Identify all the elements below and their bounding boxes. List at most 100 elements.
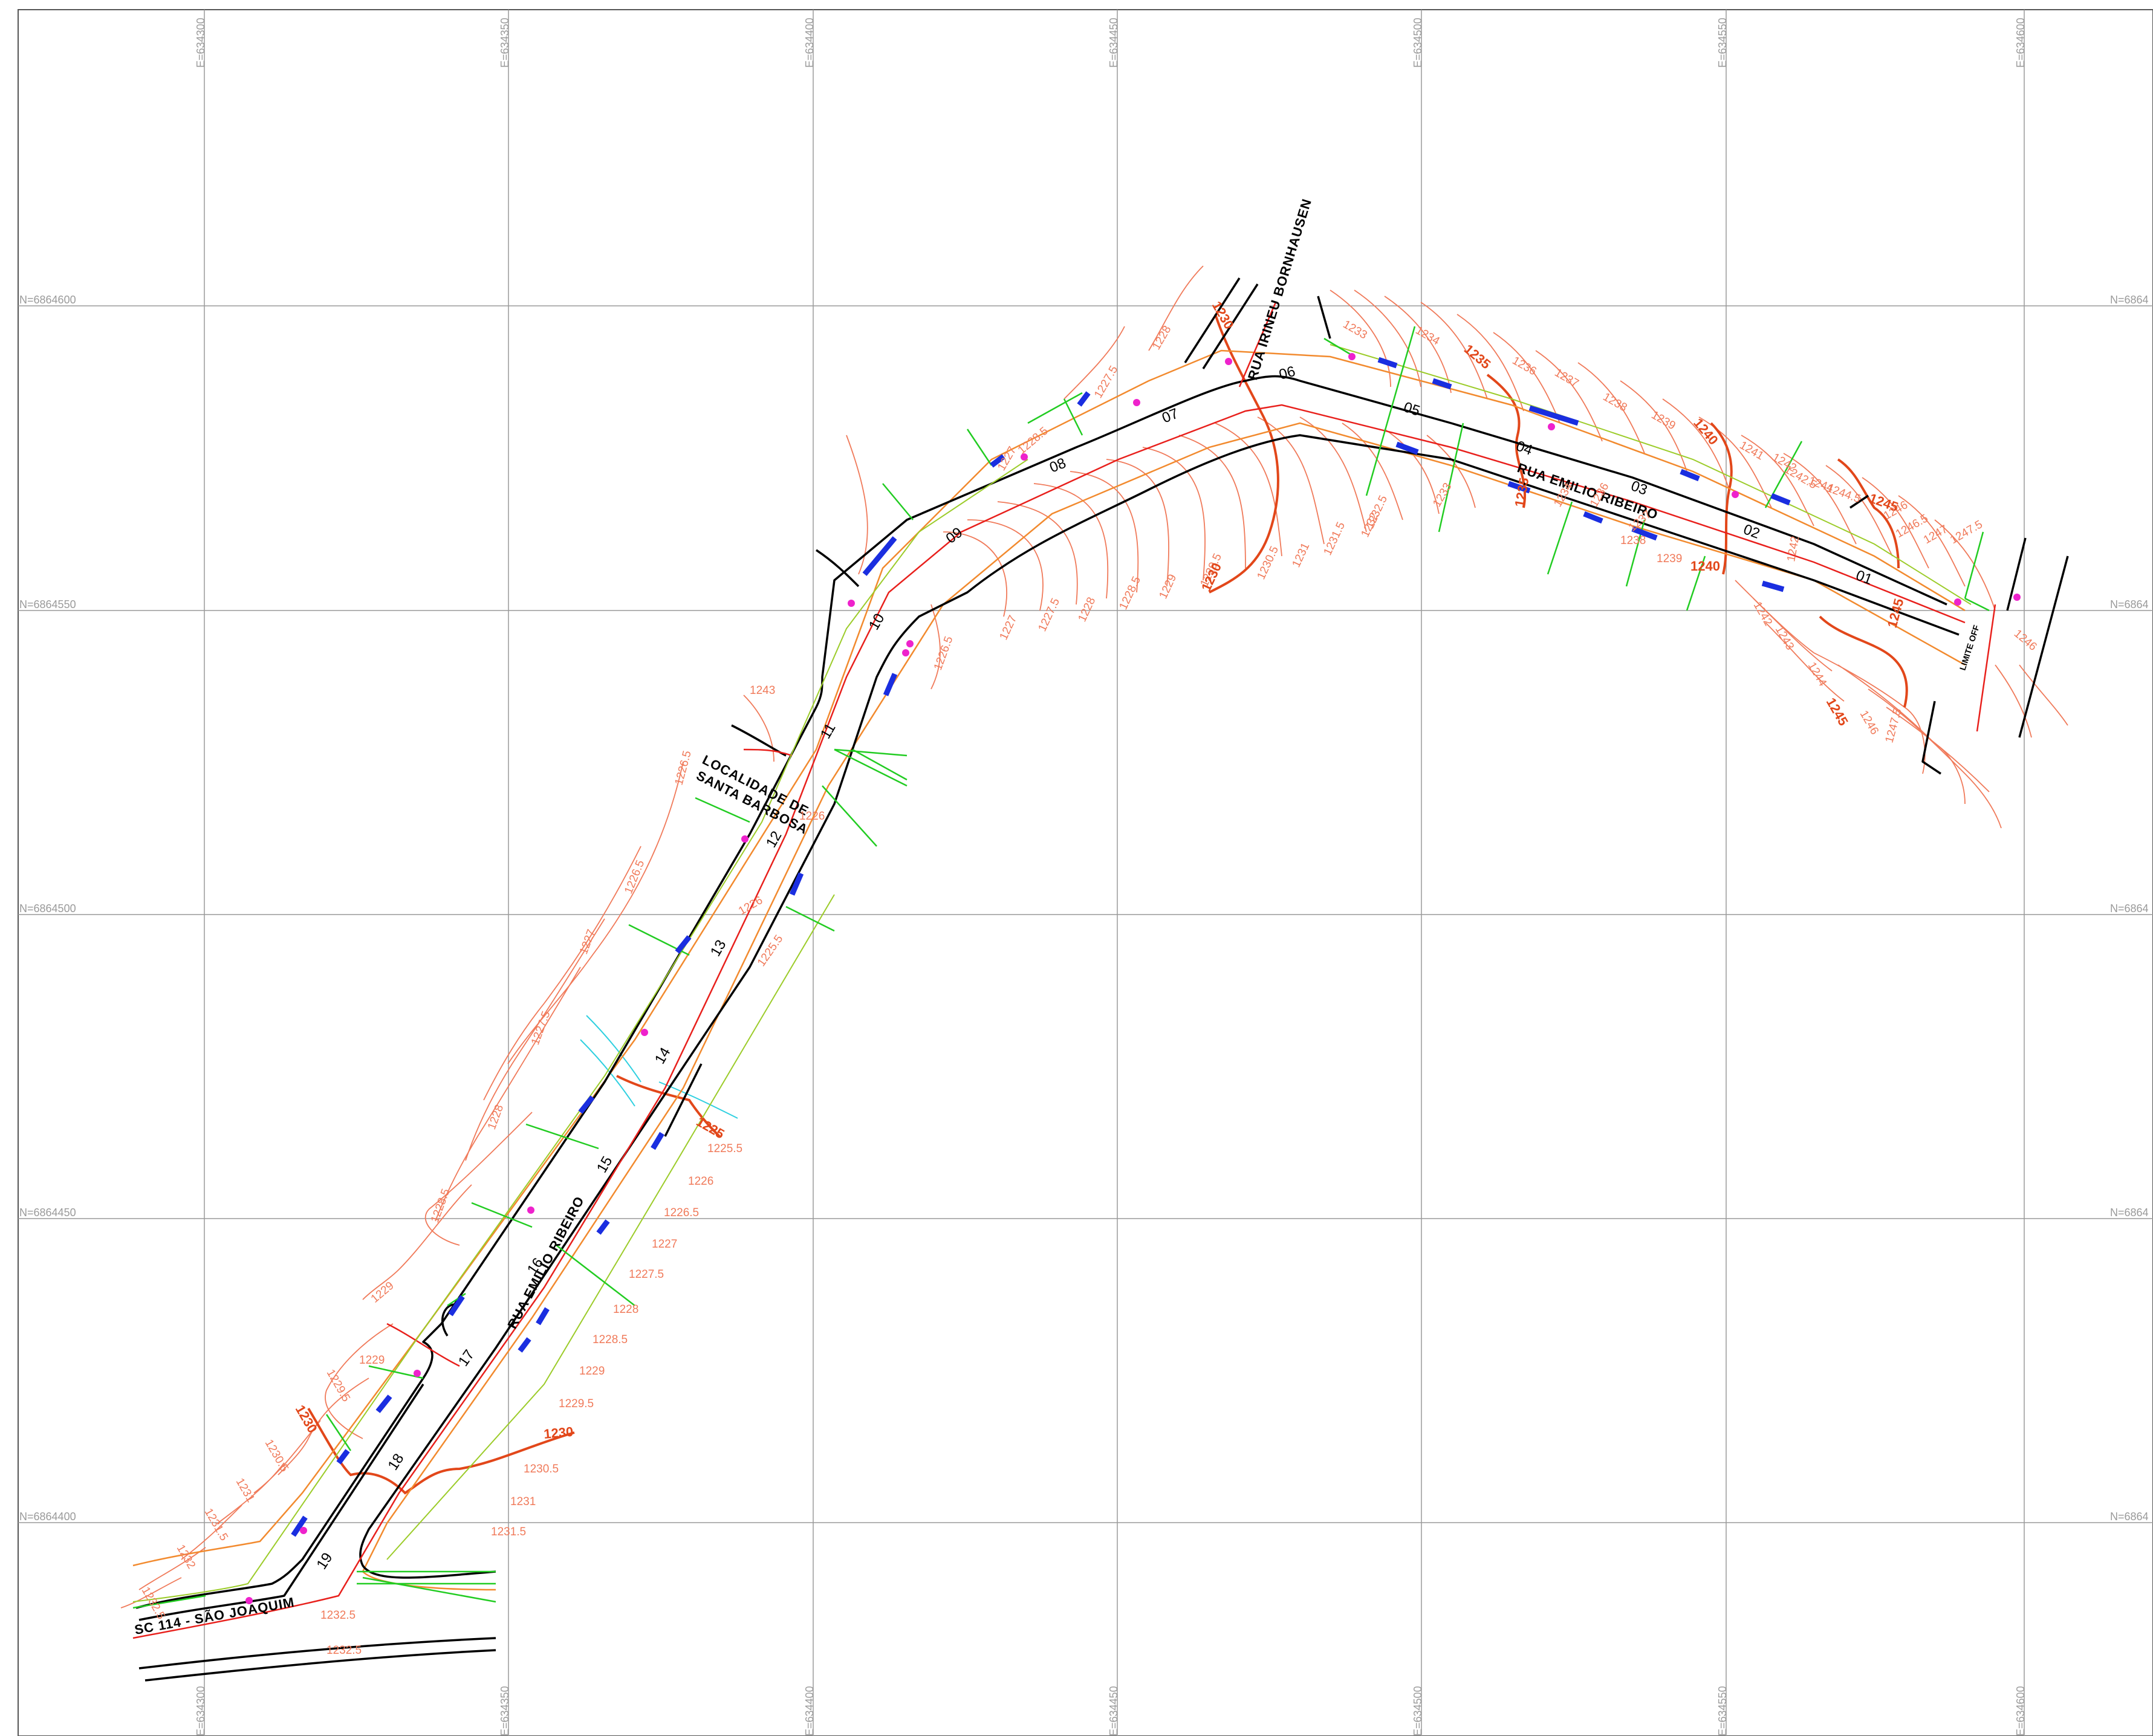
northing-label: N=6864600 [19,294,76,306]
contour-label: 1227.5 [529,1009,553,1047]
contour-lines [120,265,2068,1608]
contour-label: 1228.5 [593,1333,628,1346]
northing-label-right: N=6864 [2110,902,2149,915]
northing-label-right: N=6864 [2110,294,2149,306]
station-label: 10 [866,611,888,633]
contour-label: 1229 [579,1365,605,1378]
contour-label: 1229 [359,1354,385,1367]
easting-label-bottom: E=634600 [2015,1686,2027,1736]
easting-label-bottom: E=634550 [1716,1686,1729,1736]
station-label: 05 [1401,399,1422,419]
road-edges [135,277,2069,1682]
contour-label: 1226 [688,1175,713,1188]
contour-label: 1225.5 [755,933,786,969]
stream [580,1015,738,1119]
contour-label: 1244.5 [1825,482,1862,506]
contour-label: 1231.5 [1321,520,1348,558]
berm-lines [132,344,1972,1602]
road-centerline [132,302,1996,1639]
contour-label: 1227.5 [1092,364,1120,401]
northing-label-right: N=6864 [2110,1206,2149,1219]
contour-label: 1232.5 [1363,494,1390,531]
drawing-frame [18,9,2153,1736]
contour-label: 1230.5 [524,1463,559,1475]
northing-label: N=6864450 [19,1206,76,1219]
contour-label: 1231 [233,1476,257,1504]
contour-label: 1225 [694,1114,727,1142]
contour-label: 1247.5 [1948,518,1985,546]
street-names: RUA EMILIO RIBEIRO RUA EMILIO RIBEIRO RU… [134,196,1981,1637]
contour-label: 1226.5 [622,858,647,896]
easting-label-bottom: E=634300 [195,1686,207,1736]
contour-label: 1228 [485,1103,506,1132]
easting-label: E=634600 [2015,18,2027,68]
contour-label: 1239 [1649,409,1678,432]
easting-label: E=634500 [1412,18,1424,68]
easting-label: E=634400 [804,18,816,68]
contour-label: 1227 [997,614,1019,642]
easting-label: E=634550 [1716,18,1729,68]
northing-labels: N=6864600 N=6864550 N=6864500 N=6864450 … [19,294,2149,1523]
contour-label: 1235 [1461,342,1494,372]
contour-label: 1231.5 [491,1526,526,1538]
northing-label: N=6864500 [19,902,76,915]
survey-nodes [245,353,2021,1604]
easting-label: E=634450 [1108,18,1120,68]
contour-label: 1226.5 [932,635,956,672]
contour-label: 1245 [1823,695,1851,728]
contour-label: 1232.5 [320,1609,356,1622]
contour-label: 1228 [1150,323,1174,352]
offset-lines [132,349,1966,1591]
contour-label: 1232.5 [326,1644,362,1657]
contour-label: 1226 [799,810,825,823]
station-label: 07 [1160,406,1181,427]
contour-label: 1226.5 [664,1206,699,1219]
end-label: LIMITE OFF [1958,624,1981,672]
contour-label: 1245 [1885,597,1907,630]
easting-label: E=634300 [195,18,207,68]
easting-label-bottom: E=634500 [1412,1686,1424,1736]
northing-label: N=6864400 [19,1511,76,1523]
station-label: 14 [652,1045,674,1067]
easting-labels: E=634300 E=634350 E=634400 E=634450 E=63… [195,18,2027,1736]
contour-label: 1243 [1773,624,1796,652]
contour-label: 1230 [293,1402,320,1436]
easting-label-bottom: E=634450 [1108,1686,1120,1736]
contour-label: 1247.5 [1883,707,1905,745]
northing-label: N=6864550 [19,598,76,611]
contour-label: 1234 [1414,324,1442,348]
contour-label: 1231.5 [202,1506,230,1543]
contour-label: 1227.5 [1036,597,1062,634]
contour-label: 1226.5 [673,750,694,787]
drainage-dashes [291,357,1791,1537]
contour-label: 1227.5 [629,1268,664,1281]
contour-label: 1231 [510,1495,536,1508]
contour-label: 1230.5 [262,1437,291,1474]
contour-label: 1229.5 [324,1367,352,1404]
contour-label: 1230 [1209,299,1237,332]
northing-label-right: N=6864 [2110,598,2149,611]
easting-label: E=634350 [499,18,511,68]
contour-label: 1238 [1620,534,1646,547]
contour-label: 1228.5 [1117,575,1143,612]
contour-label: 1231 [1290,541,1312,569]
contour-label: 1230.5 [1255,545,1281,582]
easting-label-bottom: E=634400 [804,1686,816,1736]
contour-label: 1228 [1076,595,1098,624]
station-label: 19 [313,1550,336,1572]
contour-label: 1230 [543,1424,574,1442]
contour-label: 1247 [1921,523,1950,546]
contour-label: 1228.5 [1016,424,1051,456]
contour-label: 1240 [1690,415,1721,448]
contour-label: 1238 [1601,390,1629,414]
contour-labels: 1225 1225.5 1225.5 1226 1226 1226.5 1226… [139,299,2039,1657]
contour-label: 1229.5 [559,1398,594,1410]
northing-label-right: N=6864 [2110,1511,2149,1523]
contour-label: 1225.5 [707,1142,742,1155]
contour-label: 1242 [1785,536,1802,563]
contour-label: 1246 [1857,708,1881,737]
contour-label: 1241 [1738,439,1766,462]
station-label: 18 [385,1451,407,1473]
station-label: 03 [1629,478,1649,499]
